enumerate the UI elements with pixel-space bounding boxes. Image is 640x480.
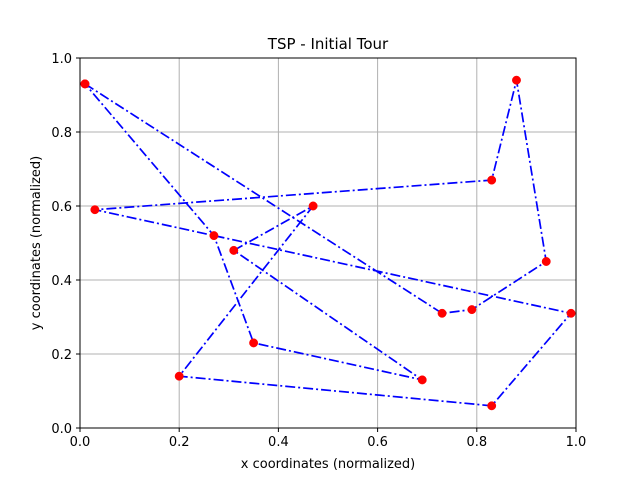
city-point xyxy=(566,308,576,318)
city-point xyxy=(90,205,100,215)
city-point xyxy=(417,375,427,385)
x-tick-label: 0.6 xyxy=(367,435,388,450)
plot-frame xyxy=(79,57,577,429)
tour-path xyxy=(84,79,573,407)
x-tick-label: 0.8 xyxy=(466,435,487,450)
y-tick-label: 1.0 xyxy=(51,52,72,67)
x-tick-label: 0.4 xyxy=(268,435,289,450)
city-markers xyxy=(80,75,576,411)
x-tick-label: 1.0 xyxy=(566,435,587,450)
x-axis-ticks: 0.0 0.2 0.4 0.6 0.8 1.0 xyxy=(70,428,587,450)
city-point xyxy=(541,257,551,266)
y-tick-label: 0.6 xyxy=(51,200,72,215)
plot-background xyxy=(80,58,576,428)
city-point xyxy=(249,338,259,348)
y-axis-label: y coordinates (normalized) xyxy=(29,156,44,330)
city-point xyxy=(437,308,447,318)
x-axis-label: x coordinates (normalized) xyxy=(241,457,415,472)
y-tick-label: 0.4 xyxy=(51,274,72,289)
x-tick-label: 0.2 xyxy=(169,435,190,450)
city-point xyxy=(487,401,497,411)
y-axis-ticks: 0.0 0.2 0.4 0.6 0.8 1.0 xyxy=(51,52,80,437)
city-point xyxy=(512,75,521,85)
chart-title: TSP - Initial Tour xyxy=(267,35,389,53)
city-point xyxy=(209,231,219,241)
y-tick-label: 0.0 xyxy=(51,422,72,437)
x-tick-label: 0.0 xyxy=(70,435,91,450)
y-tick-label: 0.8 xyxy=(51,126,72,141)
city-point xyxy=(467,305,477,315)
city-point xyxy=(308,201,318,211)
y-tick-label: 0.2 xyxy=(51,348,72,363)
city-point xyxy=(229,245,239,255)
city-point xyxy=(487,175,497,185)
tour-path-group xyxy=(84,79,573,407)
city-point xyxy=(80,79,90,89)
city-point xyxy=(174,371,184,381)
